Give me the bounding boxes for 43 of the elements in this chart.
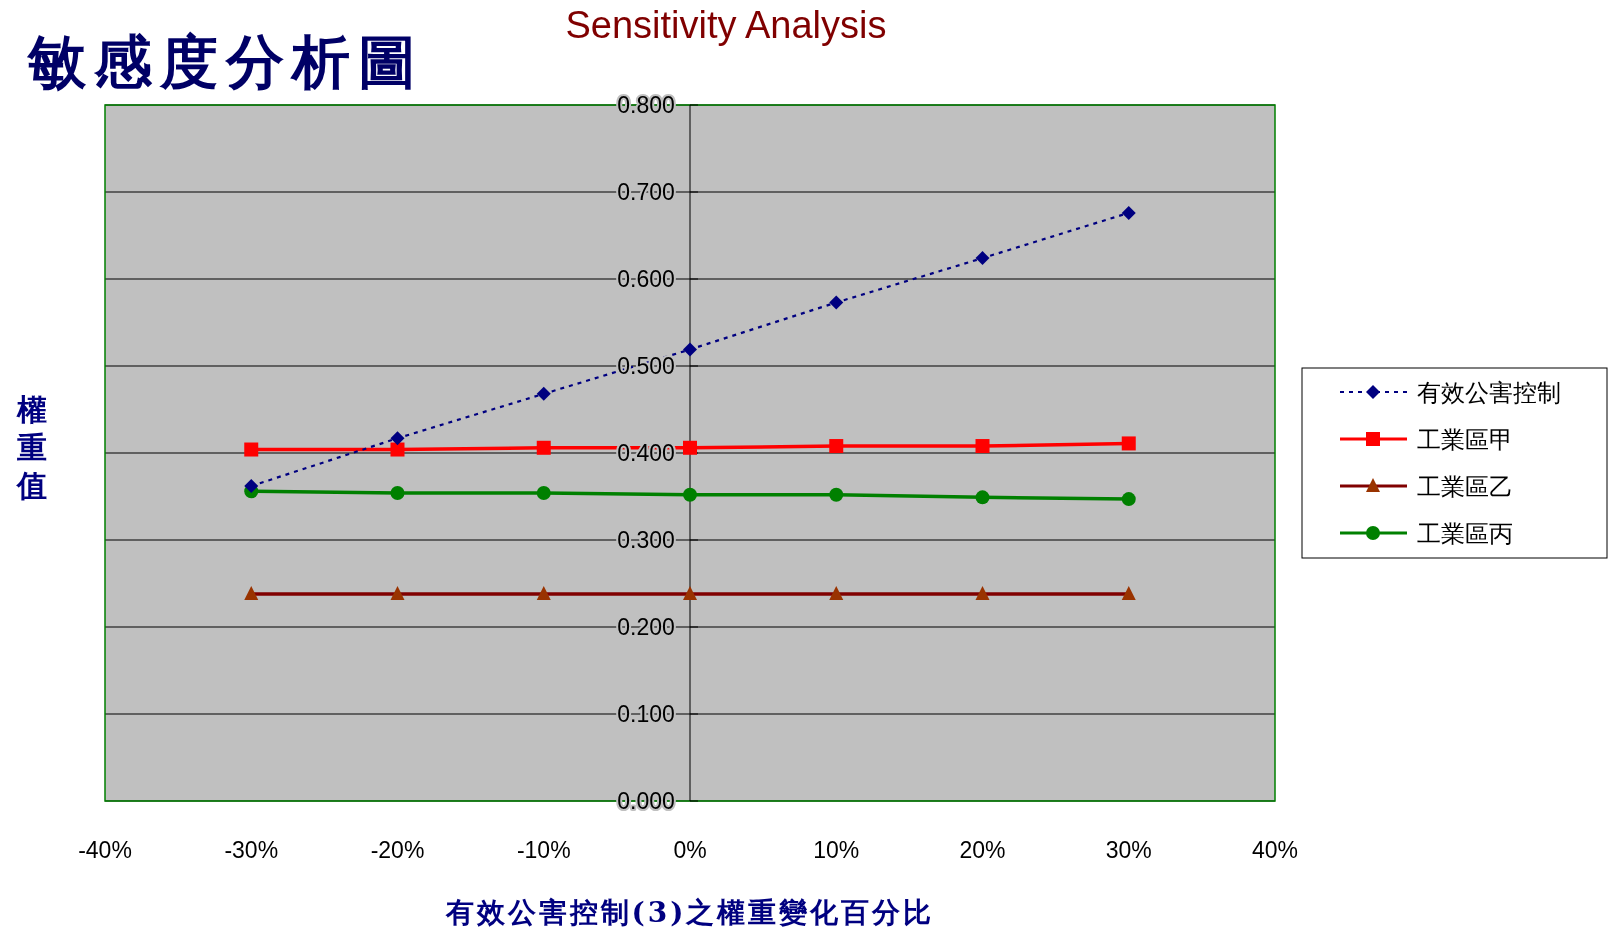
point (1121, 436, 1136, 451)
point (244, 479, 259, 494)
x-tick-label: 10% (813, 837, 860, 863)
chart-title: Sensitivity Analysis (565, 4, 887, 46)
y-tick-label: 0.300 (617, 527, 675, 553)
x-tick-label: -30% (224, 837, 279, 863)
point (683, 342, 697, 357)
x-axis-title: 有效公害控制(3)之權重變化百分比 (444, 896, 935, 929)
legend-label: 工業區乙 (1417, 473, 1513, 500)
y-axis-title: 權重值 (16, 392, 47, 503)
point (536, 440, 551, 455)
point (975, 490, 990, 505)
point (683, 487, 697, 502)
point (390, 486, 405, 501)
x-tick-label: 20% (959, 837, 1006, 863)
legend-label: 有效公害控制 (1417, 379, 1561, 406)
point (829, 487, 844, 502)
point (683, 440, 697, 455)
point (1121, 205, 1136, 220)
legend-label: 工業區丙 (1417, 520, 1513, 547)
point (244, 442, 259, 457)
x-tick-label: -20% (370, 837, 425, 863)
x-tick-label: 30% (1105, 837, 1152, 863)
point (975, 439, 990, 454)
y-tick-label: 0.100 (617, 701, 675, 727)
point (536, 386, 551, 401)
point (829, 295, 844, 310)
point (390, 442, 405, 457)
point (829, 439, 844, 454)
text: 敏感度分析圖 (26, 28, 424, 96)
x-tick-label: -10% (516, 837, 571, 863)
y-tick-label: 0.600 (617, 266, 675, 292)
point (1121, 492, 1136, 507)
x-tick-label: 40% (1251, 837, 1299, 863)
point (390, 431, 405, 446)
legend-label: 工業區甲 (1417, 426, 1513, 453)
y-tick-label: 0.500 (617, 353, 675, 379)
x-tick-label: -40% (78, 837, 132, 863)
y-tick-label: 0.700 (617, 179, 675, 205)
point (536, 486, 551, 501)
y-tick-label: 0.200 (617, 614, 675, 640)
point (975, 251, 990, 266)
x-tick-label: 0% (673, 837, 707, 863)
